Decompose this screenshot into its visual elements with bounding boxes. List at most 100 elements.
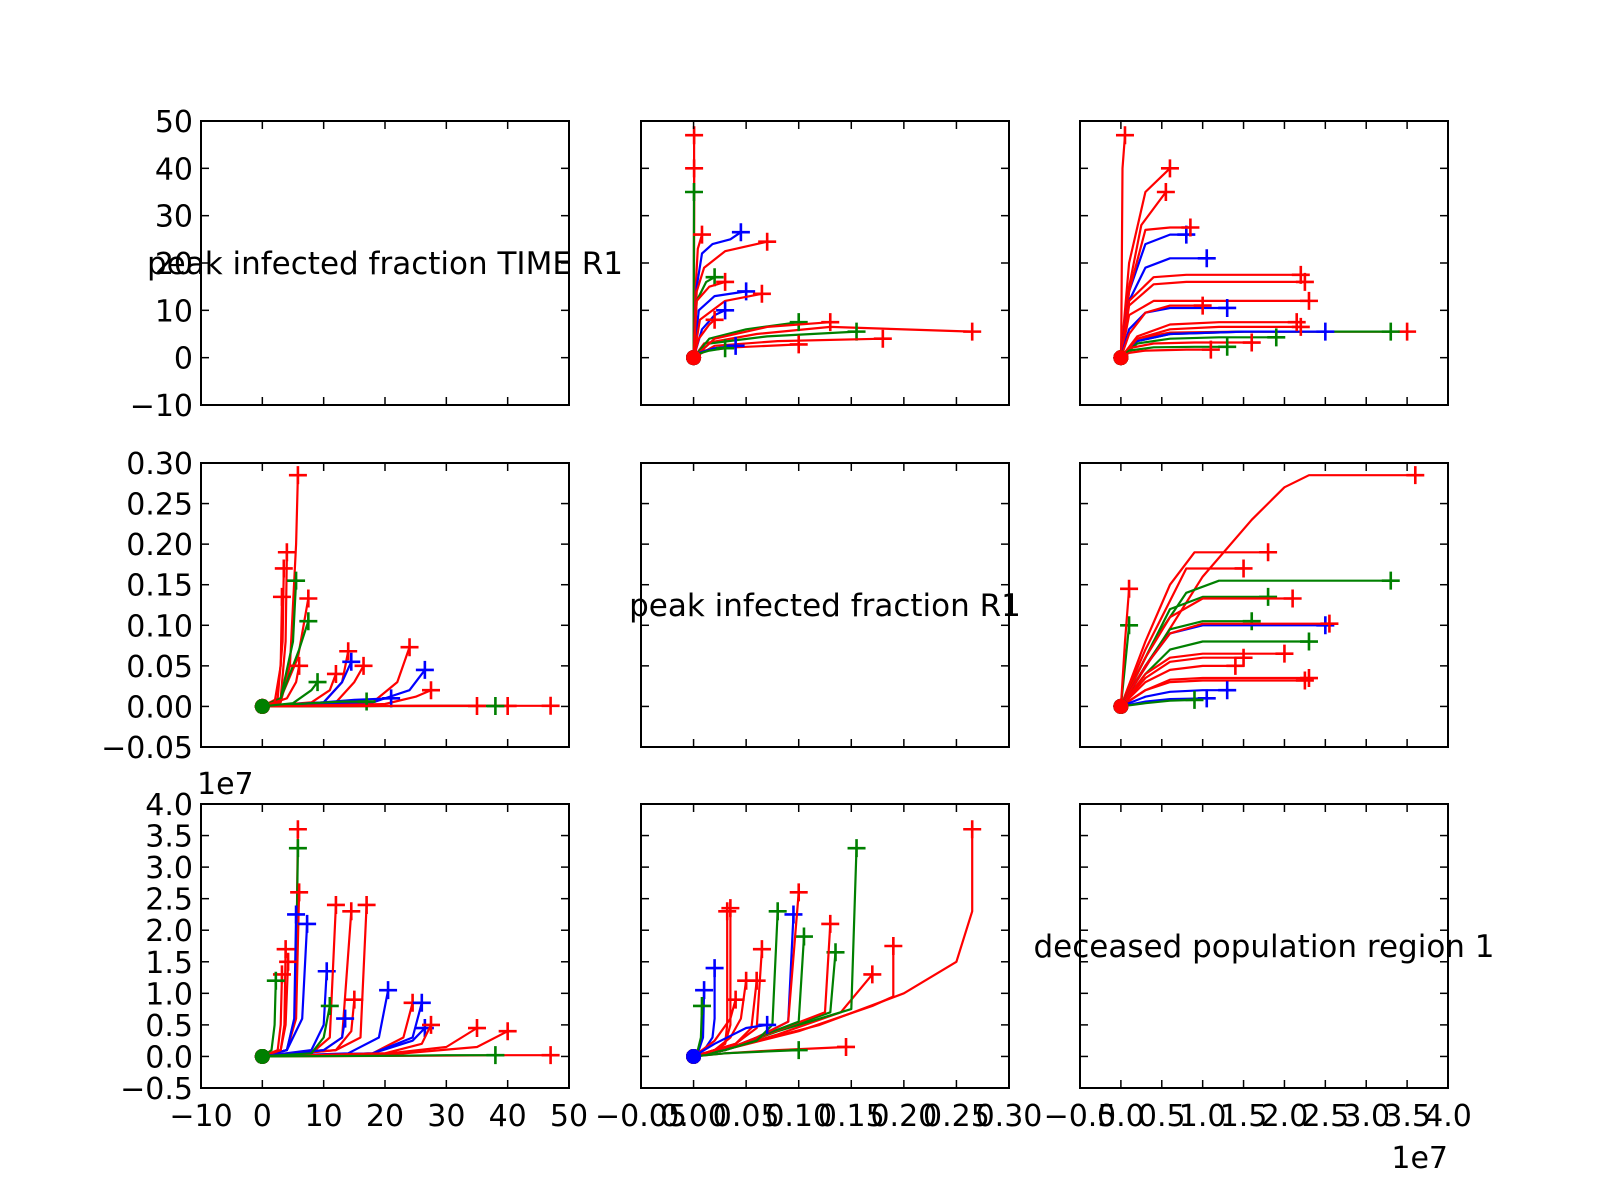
trajectory-end-marker (1197, 689, 1216, 708)
trajectory-end-marker (1267, 328, 1286, 347)
trajectory-end-marker (705, 959, 724, 978)
trajectory-start-marker (686, 1048, 702, 1064)
trajectory-end-marker (1115, 126, 1134, 145)
x-tick-label: 0.00 (660, 1099, 727, 1134)
trajectory-end-marker (320, 996, 339, 1015)
trajectory-end-marker (1120, 579, 1139, 598)
trajectory-end-marker (400, 638, 419, 657)
trajectory-end-marker (1193, 296, 1212, 315)
trajectory-line-red (692, 280, 726, 358)
y-tick-label: 0.25 (126, 488, 193, 523)
y-tick-label: 2.5 (145, 883, 193, 918)
y-tick-label: 0.30 (126, 447, 193, 482)
trajectory-line-red (692, 318, 716, 358)
trajectory-end-marker (1242, 612, 1261, 631)
trajectory-line-red (262, 704, 477, 708)
trajectory-line-blue (692, 290, 747, 358)
trajectory-line-red (1119, 167, 1171, 358)
trajectory-end-marker (342, 902, 361, 921)
trajectory-end-marker (1299, 632, 1318, 651)
trajectory-line-red (262, 475, 299, 708)
trajectory-end-marker (276, 940, 295, 959)
trajectory-end-marker (486, 1046, 505, 1065)
x-tick-label: 0.20 (870, 1099, 937, 1134)
trajectory-end-marker (288, 839, 307, 858)
x-tick-label: 1.5 (1220, 1099, 1268, 1134)
trajectory-line-red (693, 980, 748, 1058)
trajectory-start-marker (686, 350, 702, 366)
trajectory-end-marker (758, 232, 777, 251)
trajectory-end-marker (784, 905, 803, 924)
trajectory-end-marker (468, 696, 486, 715)
trajectory-end-marker (541, 1046, 560, 1065)
trajectory-end-marker (290, 883, 309, 902)
trajectory-end-marker (789, 1041, 808, 1060)
trajectory-end-marker (1381, 322, 1400, 341)
y-tick-label: 1.0 (145, 977, 193, 1012)
plot-layer (254, 126, 1425, 1065)
x-offset-label: 1e7 (1391, 1141, 1448, 1176)
trajectory-end-marker (274, 559, 293, 578)
trajectory-start-marker (1113, 698, 1129, 714)
y-tick-label: −0.5 (120, 1072, 193, 1107)
y-tick-label: −10 (130, 389, 193, 424)
y-tick-label: 4.0 (145, 788, 193, 823)
trajectory-line-green (693, 911, 779, 1058)
trajectory-line-red (692, 321, 831, 359)
trajectory-end-marker (1299, 291, 1318, 310)
y-tick-label: 1.5 (145, 946, 193, 981)
trajectory-end-marker (1226, 656, 1245, 675)
trajectory-end-marker (415, 660, 434, 679)
trajectory-end-marker (279, 952, 298, 971)
trajectory-end-marker (821, 313, 840, 332)
panel-2-0-series (254, 820, 560, 1065)
panel-frame-1-2 (1079, 462, 1449, 748)
trajectory-line-red (1120, 664, 1236, 708)
trajectory-line-red (261, 665, 301, 708)
trajectory-end-marker (342, 652, 361, 671)
diagonal-label-3: deceased population region 1 (1033, 929, 1494, 965)
trajectory-end-marker (1218, 298, 1237, 317)
label-layer: −1001020304050−0.050.000.050.100.150.200… (101, 105, 1494, 1176)
panel-1-2-series (1113, 466, 1425, 714)
y-tick-label: 0 (174, 342, 193, 377)
trajectory-line-green (262, 681, 319, 708)
panel-frame-1-1 (640, 462, 1010, 748)
trajectory-end-marker (789, 883, 808, 902)
trajectory-line-green (1120, 698, 1195, 708)
x-tick-label: 0.30 (976, 1099, 1043, 1134)
trajectory-end-marker (752, 284, 771, 303)
x-tick-label: −0.05 (595, 1099, 687, 1134)
trajectory-line-green (262, 1054, 496, 1058)
trajectory-end-marker (716, 339, 735, 358)
trajectory-start-marker (1113, 350, 1129, 366)
trajectory-end-marker (336, 1009, 355, 1028)
trajectory-line-blue (1120, 689, 1228, 708)
trajectory-start-marker (254, 1048, 270, 1064)
trajectory-end-marker (357, 895, 376, 914)
trajectory-end-marker (884, 937, 903, 955)
trajectory-end-marker (287, 905, 306, 924)
trajectory-end-marker (468, 1019, 486, 1038)
x-tick-label: 20 (366, 1099, 404, 1134)
x-tick-label: 0.05 (713, 1099, 780, 1134)
trajectory-line-red (1120, 321, 1297, 359)
tick-layer (200, 120, 1449, 1089)
trajectory-end-marker (1381, 571, 1400, 590)
trajectory-end-marker (277, 543, 296, 562)
trajectory-end-marker (1316, 322, 1335, 341)
trajectory-line-red (1119, 597, 1293, 707)
trajectory-end-marker (716, 272, 735, 291)
trajectory-end-marker (1156, 183, 1175, 201)
trajectory-end-marker (718, 902, 737, 921)
x-tick-label: 1.0 (1179, 1099, 1227, 1134)
trajectory-line-red (692, 292, 763, 358)
y-tick-label: 0.05 (126, 650, 193, 685)
trajectory-end-marker (1160, 159, 1179, 178)
x-tick-label: 3.5 (1383, 1099, 1431, 1134)
trajectory-end-marker (963, 820, 982, 839)
trajectory-line-green (693, 1049, 799, 1058)
trajectory-end-marker (1316, 616, 1335, 635)
trajectory-end-marker (1299, 669, 1318, 688)
